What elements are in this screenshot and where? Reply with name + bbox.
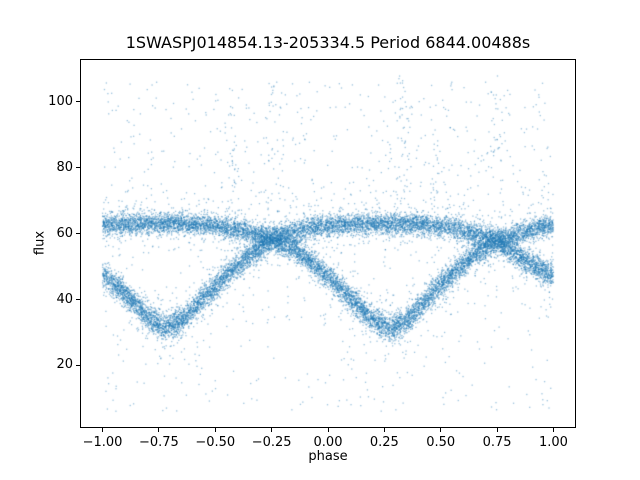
x-tick-label: 0.25 [369, 435, 399, 450]
y-tick-label: 20 [56, 357, 73, 373]
x-tick-mark [383, 428, 385, 432]
x-tick-mark [440, 428, 442, 432]
x-tick-label: −1.00 [82, 435, 123, 450]
y-tick-mark [76, 233, 80, 235]
scatter-canvas [81, 60, 575, 427]
y-tick-mark [76, 167, 80, 169]
x-tick-label: 0.50 [426, 435, 456, 450]
x-tick-mark [552, 428, 554, 432]
x-tick-mark [496, 428, 498, 432]
x-tick-label: −0.25 [251, 435, 292, 450]
x-tick-mark [158, 428, 160, 432]
plot-area [80, 59, 576, 428]
x-tick-label: −0.50 [195, 435, 236, 450]
chart-title: 1SWASPJ014854.13-205334.5 Period 6844.00… [125, 33, 531, 52]
x-tick-mark [214, 428, 216, 432]
y-tick-mark [76, 299, 80, 300]
x-tick-mark [327, 428, 329, 432]
y-tick-mark [76, 101, 80, 103]
x-tick-label: 1.00 [538, 435, 568, 450]
x-tick-label: 0.00 [313, 435, 343, 450]
x-tick-label: 0.75 [482, 435, 512, 450]
y-tick-label: 100 [48, 93, 73, 109]
y-tick-label: 80 [56, 159, 73, 175]
x-axis-label: phase [308, 449, 348, 464]
x-tick-mark [102, 428, 104, 432]
y-tick-label: 40 [56, 291, 73, 307]
x-tick-label: −0.75 [138, 435, 179, 450]
x-tick-mark [271, 428, 273, 432]
y-tick-label: 60 [56, 225, 73, 241]
y-tick-mark [76, 364, 80, 366]
